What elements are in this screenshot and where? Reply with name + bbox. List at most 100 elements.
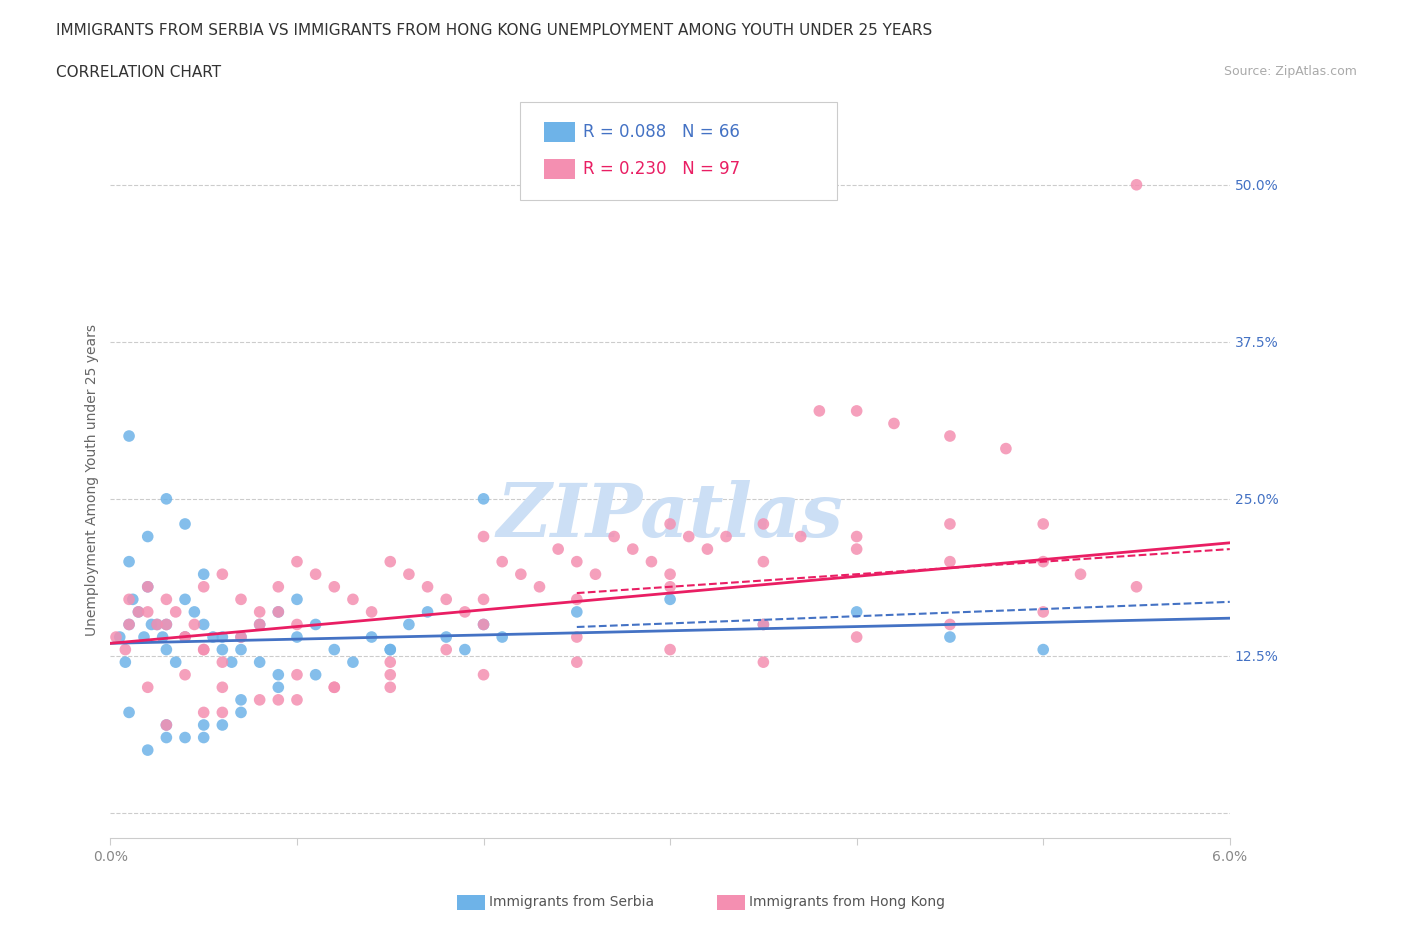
Point <box>174 630 197 644</box>
Point <box>472 529 495 544</box>
Text: IMMIGRANTS FROM SERBIA VS IMMIGRANTS FROM HONG KONG UNEMPLOYMENT AMONG YOUTH UND: IMMIGRANTS FROM SERBIA VS IMMIGRANTS FRO… <box>56 23 932 38</box>
Point <box>118 554 141 569</box>
Point <box>1125 178 1147 193</box>
Point <box>304 566 326 581</box>
Point <box>845 604 868 619</box>
Point <box>136 604 159 619</box>
Point <box>845 541 868 556</box>
Point <box>939 429 962 444</box>
Point <box>789 529 811 544</box>
Point <box>193 642 215 657</box>
Point <box>174 630 197 644</box>
Point <box>491 630 513 644</box>
Point <box>1070 566 1092 581</box>
Point <box>174 668 197 683</box>
Point <box>229 630 252 644</box>
Point <box>678 529 700 544</box>
Point <box>360 630 382 644</box>
Point <box>1032 516 1054 531</box>
Point <box>752 516 775 531</box>
Point <box>249 617 271 631</box>
Point <box>939 617 962 631</box>
Point <box>136 579 159 594</box>
Point <box>221 655 243 670</box>
Point <box>342 655 364 670</box>
Point <box>380 680 402 695</box>
Point <box>267 680 290 695</box>
Point <box>304 617 326 631</box>
Point <box>621 541 644 556</box>
Point <box>155 642 177 657</box>
Point <box>174 630 197 644</box>
Point <box>155 591 177 606</box>
Text: R = 0.088   N = 66: R = 0.088 N = 66 <box>583 123 741 141</box>
Point <box>360 604 382 619</box>
Point <box>146 617 169 631</box>
Point <box>141 617 163 631</box>
Point <box>118 429 141 444</box>
Text: R = 0.230   N = 97: R = 0.230 N = 97 <box>583 160 741 179</box>
Point <box>285 693 308 708</box>
Point <box>211 705 233 720</box>
Point <box>229 693 252 708</box>
Text: Source: ZipAtlas.com: Source: ZipAtlas.com <box>1223 65 1357 78</box>
Point <box>174 516 197 531</box>
Point <box>211 566 233 581</box>
Point <box>132 630 155 644</box>
Point <box>472 617 495 631</box>
Point <box>174 591 197 606</box>
Point <box>434 630 457 644</box>
Point <box>285 668 308 683</box>
Point <box>155 617 177 631</box>
Point <box>845 529 868 544</box>
Point <box>380 554 402 569</box>
Point <box>193 642 215 657</box>
Point <box>434 591 457 606</box>
Point <box>994 441 1017 456</box>
Point <box>183 617 205 631</box>
Point <box>211 642 233 657</box>
Point <box>127 604 149 619</box>
Point <box>323 579 346 594</box>
Point <box>1032 554 1054 569</box>
Point <box>565 655 588 670</box>
Point <box>398 566 420 581</box>
Point <box>472 591 495 606</box>
Point <box>229 642 252 657</box>
Point <box>152 630 174 644</box>
Point <box>380 668 402 683</box>
Point <box>193 718 215 733</box>
Point <box>136 529 159 544</box>
Point <box>752 554 775 569</box>
Point <box>285 554 308 569</box>
Point <box>883 416 905 431</box>
Point <box>121 591 143 606</box>
Point <box>659 516 682 531</box>
Point <box>659 579 682 594</box>
Point <box>193 705 215 720</box>
Point <box>127 604 149 619</box>
Point <box>603 529 626 544</box>
Point <box>845 404 868 418</box>
Point <box>118 705 141 720</box>
Point <box>118 617 141 631</box>
Point <box>136 743 159 758</box>
Point <box>105 630 128 644</box>
Point <box>696 541 718 556</box>
Text: Immigrants from Hong Kong: Immigrants from Hong Kong <box>749 895 945 910</box>
Point <box>845 630 868 644</box>
Point <box>267 604 290 619</box>
Point <box>323 642 346 657</box>
Point <box>136 579 159 594</box>
Point <box>304 668 326 683</box>
Point <box>229 630 252 644</box>
Point <box>211 718 233 733</box>
Point <box>285 617 308 631</box>
Point <box>454 604 477 619</box>
Point <box>267 668 290 683</box>
Point <box>714 529 737 544</box>
Point <box>193 617 215 631</box>
Point <box>416 579 439 594</box>
Point <box>267 693 290 708</box>
Point <box>509 566 531 581</box>
